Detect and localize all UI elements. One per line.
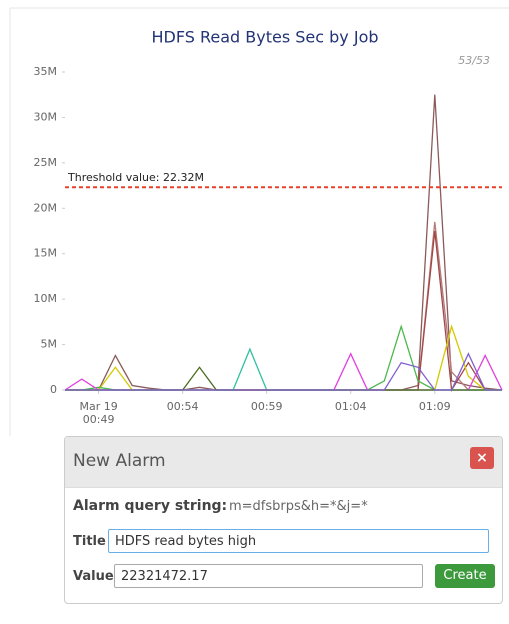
dialog-header: New Alarm ×: [65, 437, 502, 488]
threshold-label: Threshold value: 22.32M: [67, 171, 204, 184]
dialog-title: New Alarm: [73, 451, 166, 471]
series-line: [65, 366, 502, 391]
alarm-dialog: New Alarm × Alarm query string: m=dfsbrp…: [64, 436, 503, 604]
create-button[interactable]: Create: [435, 564, 495, 588]
y-tick-label: 30M: [34, 110, 58, 123]
y-tick-label: 35M: [34, 65, 58, 78]
series-line: [65, 324, 502, 391]
x-tick-label: 00:59: [250, 400, 283, 413]
x-tick-label: 00:54: [166, 400, 199, 413]
y-tick-label: 20M: [34, 201, 58, 214]
x-tick-label: 01:04: [334, 400, 367, 413]
series-line: [65, 230, 502, 392]
series-counter: 53/53: [458, 54, 490, 67]
y-tick-label: 15M: [34, 247, 58, 260]
series-line: [65, 352, 502, 391]
value-input[interactable]: 22321472.17: [114, 564, 423, 588]
y-tick-label: 25M: [34, 156, 58, 169]
series-line: [65, 324, 502, 391]
x-tick-label: Mar 19 00:49: [79, 400, 118, 426]
query-string: m=dfsbrps&h=*&j=*: [229, 499, 368, 514]
title-input[interactable]: HDFS read bytes high: [108, 529, 489, 553]
chart-title: HDFS Read Bytes Sec by Job: [151, 28, 378, 47]
y-tick-label: 0: [50, 383, 57, 396]
title-label: Title: [73, 534, 106, 549]
chart: HDFS Read Bytes Sec by Job 53/53 0 5M 10M 1…: [9, 7, 509, 436]
close-button[interactable]: ×: [470, 447, 494, 469]
query-label: Alarm query string:: [73, 498, 228, 514]
y-tick-label: 10M: [34, 292, 58, 305]
y-tick-label: 5M: [41, 338, 58, 351]
value-label: Value: [73, 569, 114, 584]
x-tick-label: 01:09: [418, 400, 451, 413]
